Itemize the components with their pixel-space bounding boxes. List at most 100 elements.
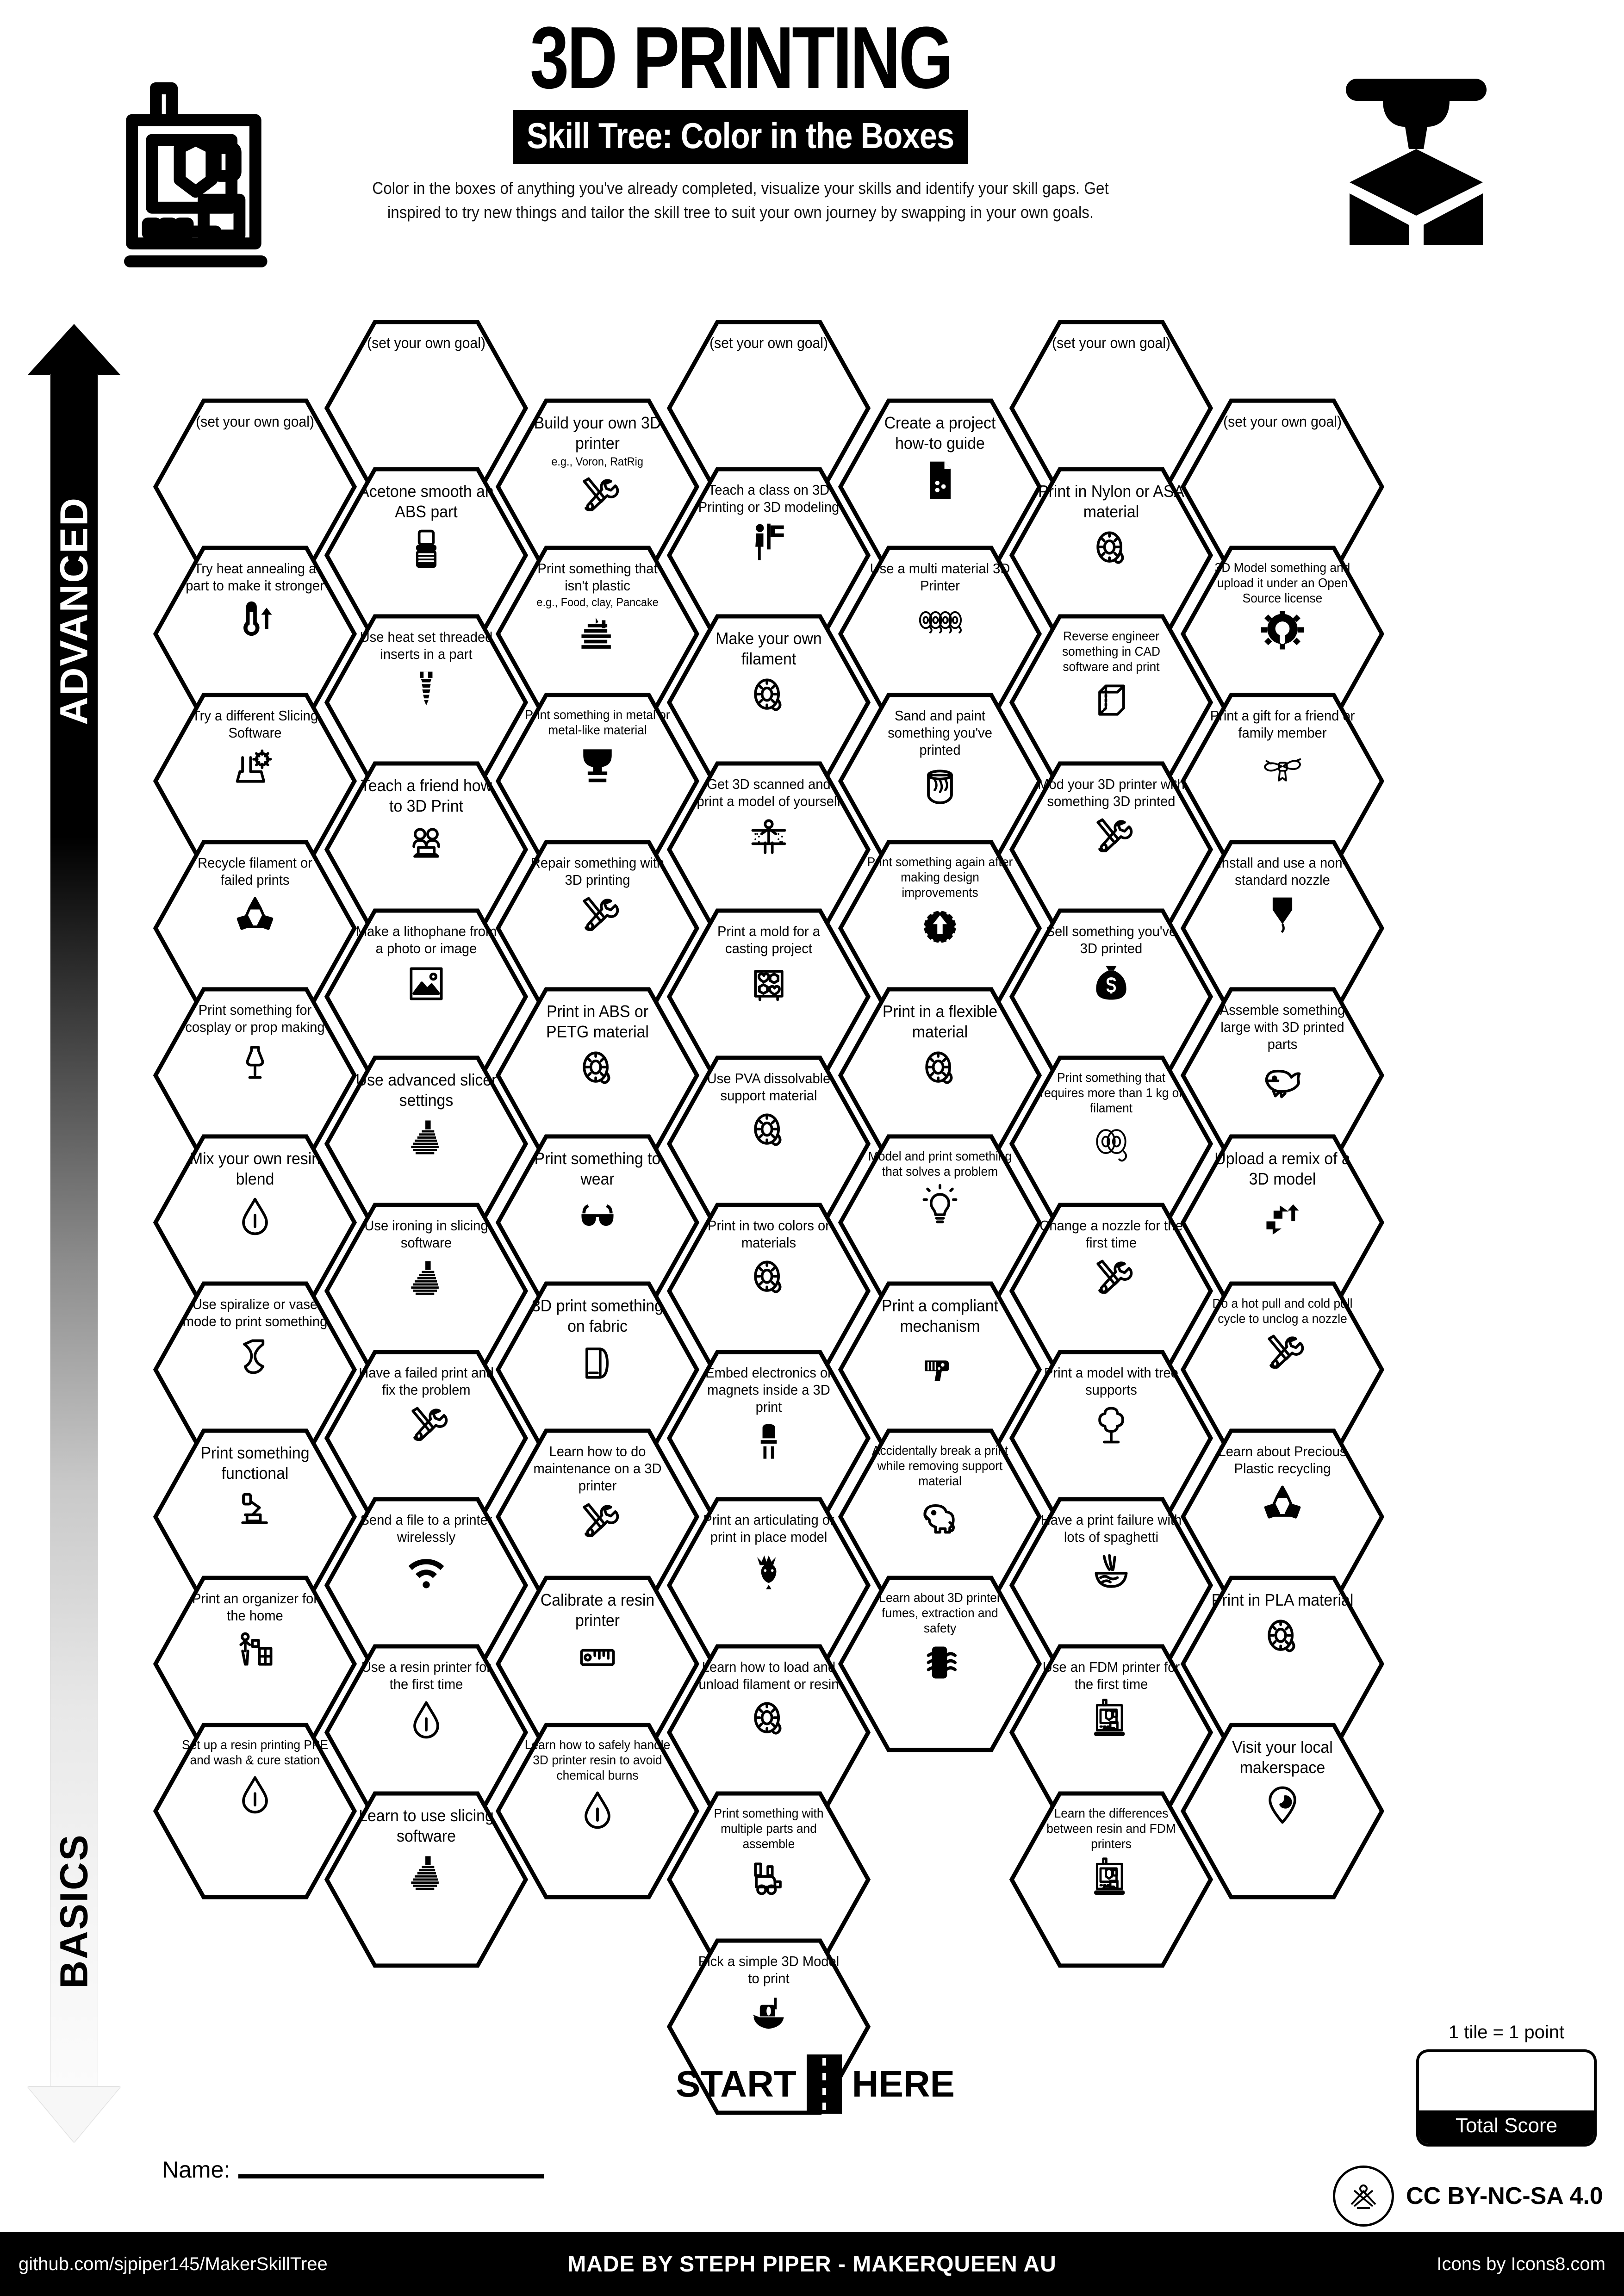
two-people-laptop-icon — [404, 821, 448, 865]
hex-content: Have a print failure with lots of spaghe… — [1033, 1508, 1189, 1662]
hex-content: Learn to use slicing software — [348, 1803, 504, 1956]
hex-tile-label: Accidentally break a print while removin… — [871, 1443, 1008, 1489]
footer-repo-link[interactable]: github.com/sjpiper145/MakerSkillTree — [19, 2253, 328, 2274]
slicer-gear-icon — [233, 746, 277, 790]
skill-hex-tile[interactable]: Use PVA dissolvable support material — [666, 1055, 871, 1233]
skill-hex-tile[interactable]: Teach a friend how to 3D Print — [324, 761, 529, 938]
resin-drop-icon — [404, 1697, 448, 1742]
skill-hex-tile[interactable]: Have a failed print and fix the problem — [324, 1349, 529, 1527]
metal-cup-icon — [575, 742, 620, 787]
arrow-head-down-icon — [28, 2087, 120, 2142]
hex-content: (set your own goal) — [177, 410, 333, 564]
hex-content: Mod your 3D printer with something 3D pr… — [1033, 773, 1189, 926]
skill-hex-set-your-own-goal[interactable]: (set your own goal) — [1180, 398, 1385, 576]
tile-point-note: 1 tile = 1 point — [1448, 2022, 1565, 2042]
skill-hex-tile[interactable]: Use ironing in slicing software — [324, 1202, 529, 1380]
hex-content: 3D Model something and upload it under a… — [1204, 557, 1361, 711]
skill-hex-tile[interactable]: Assemble something large with 3D printed… — [1180, 987, 1385, 1164]
skill-hex-tile[interactable]: Print a compliant mechanism — [838, 1281, 1042, 1458]
skill-hex-tile[interactable]: Print a model with tree supports — [1009, 1349, 1213, 1527]
hex-content: Print something with multiple parts and … — [691, 1803, 847, 1956]
hex-tile-label: Try heat annealing a part to make it str… — [186, 560, 324, 594]
skill-hex-tile[interactable]: Print in PLA material — [1180, 1575, 1385, 1753]
skill-hex-tile[interactable]: Make a lithophane from a photo or image — [324, 908, 529, 1086]
hex-content: Upload a remix of a 3D model — [1204, 1146, 1361, 1299]
score-input-area[interactable] — [1419, 2052, 1594, 2110]
skill-hex-tile[interactable]: Print a mold for a casting project — [666, 908, 871, 1086]
total-score-box[interactable]: Total Score — [1416, 2049, 1597, 2147]
filament-spool-icon — [747, 1256, 791, 1300]
here-label: HERE — [852, 2063, 955, 2104]
skill-hex-tile[interactable]: Print an articulating or print in place … — [666, 1496, 871, 1674]
skill-hex-tile[interactable]: Print something that isn't plastic e.g., … — [495, 545, 700, 723]
resin-drop-icon — [233, 1194, 277, 1238]
skill-hex-tile[interactable]: Build your own 3D printer e.g., Voron, Ra… — [495, 398, 700, 576]
hex-content: Use spiralize or vase mode to print some… — [177, 1293, 333, 1446]
skill-hex-tile[interactable]: 3D Model something and upload it under a… — [1180, 545, 1385, 723]
skill-hex-tile[interactable]: Embed electronics or magnets inside a 3D… — [666, 1349, 871, 1527]
skill-hex-tile[interactable]: Learn about 3D printer fumes, extraction… — [838, 1575, 1042, 1753]
tools-icon — [575, 473, 620, 518]
skill-hex-tile[interactable]: Print something again after making desig… — [838, 839, 1042, 1017]
skill-hex-tile[interactable]: Visit your local makerspace — [1180, 1722, 1385, 1900]
skill-hex-tile[interactable]: Learn the differences between resin and … — [1009, 1791, 1213, 1968]
skill-hex-tile[interactable]: Learn to use slicing software — [324, 1791, 529, 1968]
hex-content: Print a model with tree supports — [1033, 1361, 1189, 1515]
skill-hex-tile[interactable]: Print something functional — [153, 1428, 357, 1606]
hex-content: Mix your own resin blend — [177, 1146, 333, 1299]
skill-hex-tile[interactable]: Use advanced slicer settings — [324, 1055, 529, 1233]
skill-hex-tile[interactable]: Learn how to safely handle 3D printer re… — [495, 1722, 700, 1900]
double-spool-icon — [1089, 1120, 1133, 1165]
skill-hex-tile[interactable]: Print an organizer for the home — [153, 1575, 357, 1753]
skill-hex-tile[interactable]: Install and use a non-standard nozzle — [1180, 839, 1385, 1017]
skill-hex-set-your-own-goal[interactable]: (set your own goal) — [153, 398, 357, 576]
skill-hex-tile[interactable]: Use a multi material 3D Printer — [838, 545, 1042, 723]
skill-hex-tile[interactable]: Recycle filament or failed prints — [153, 839, 357, 1017]
skill-hex-tile[interactable]: Use a resin printer for the first time — [324, 1644, 529, 1821]
skill-hex-tile[interactable]: Print something with multiple parts and … — [666, 1791, 871, 1968]
hex-content: Visit your local makerspace — [1204, 1734, 1361, 1888]
hex-content: Print in Nylon or ASA material — [1033, 478, 1189, 632]
skill-hex-tile[interactable]: Use spiralize or vase mode to print some… — [153, 1281, 357, 1458]
filament-spool-icon — [747, 1697, 791, 1742]
name-field-row[interactable]: Name: — [162, 2156, 544, 2183]
skill-hex-tile[interactable]: Print a gift for a friend or family memb… — [1180, 692, 1385, 870]
skill-hex-tile[interactable]: Use an FDM printer for the first time — [1009, 1644, 1213, 1821]
compliant-gripper-icon — [918, 1341, 962, 1385]
hex-content: Learn the differences between resin and … — [1033, 1803, 1189, 1956]
hex-tile-label: Use a resin printer for the first time — [361, 1659, 492, 1693]
money-bag-icon — [1089, 962, 1133, 1006]
resin-drop-icon — [575, 1787, 620, 1832]
skill-hex-tile[interactable]: Print in a flexible material — [838, 987, 1042, 1164]
hex-content: Install and use a non-standard nozzle — [1204, 851, 1361, 1005]
footer-icons-credit[interactable]: Icons by Icons8.com — [1437, 2253, 1605, 2274]
skill-hex-tile[interactable]: 3D print something on fabric — [495, 1281, 700, 1458]
hex-tile-label: 3D print something on fabric — [531, 1296, 664, 1335]
skill-hex-tile[interactable]: Print in ABS or PETG material — [495, 987, 700, 1164]
hex-content: Assemble something large with 3D printed… — [1204, 999, 1361, 1152]
skill-hex-tile[interactable]: Make your own filament — [666, 614, 871, 791]
hex-content: Print an organizer for the home — [177, 1587, 333, 1741]
skill-hex-tile[interactable]: Create a project how-to guide — [838, 398, 1042, 576]
skill-hex-tile[interactable]: Acetone smooth an ABS part — [324, 466, 529, 644]
fdm-printer-icon — [1089, 1697, 1133, 1742]
hex-content: Make a lithophane from a photo or image — [348, 920, 504, 1074]
hex-content: Print something that requires more than … — [1033, 1067, 1189, 1221]
hex-content: Print in ABS or PETG material — [519, 999, 676, 1152]
skill-hex-tile[interactable]: Print something that requires more than … — [1009, 1055, 1213, 1233]
hex-tile-label: Print something for cosplay or prop maki… — [185, 1002, 325, 1036]
skill-hex-tile[interactable]: Get 3D scanned and print a model of your… — [666, 761, 871, 938]
tools-icon — [1089, 1256, 1133, 1300]
skill-hex-tile[interactable]: Set up a resin printing PPE and wash & c… — [153, 1722, 357, 1900]
skill-hex-tile[interactable]: Do a hot pull and cold pull cycle to unc… — [1180, 1281, 1385, 1458]
ruler-icon — [575, 1635, 620, 1680]
maker-seal-icon — [1333, 2166, 1394, 2227]
hex-content: Repair something with 3D printing — [519, 851, 676, 1005]
skill-hex-tile[interactable]: Model and print something that solves a … — [838, 1134, 1042, 1311]
hex-tile-label: Set up a resin printing PPE and wash & c… — [181, 1738, 329, 1768]
organizer-icon — [233, 1629, 277, 1673]
skill-hex-tile[interactable]: Try a different Slicing Software — [153, 692, 357, 870]
hex-tile-label: Have a print failure with lots of spaghe… — [1040, 1512, 1182, 1545]
name-input-line[interactable] — [238, 2174, 544, 2178]
skill-hex-tile[interactable]: Send a file to a printer wirelessly — [324, 1496, 529, 1674]
